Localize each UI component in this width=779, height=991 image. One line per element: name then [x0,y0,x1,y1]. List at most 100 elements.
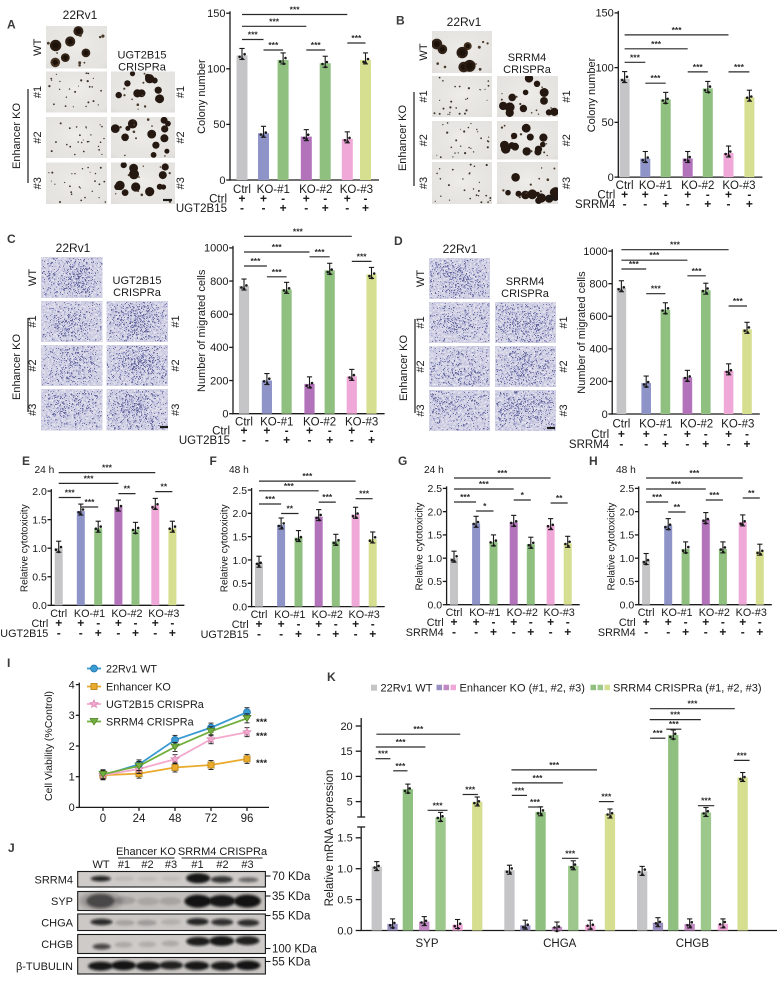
svg-text:+: + [152,616,159,630]
svg-text:0.5: 0.5 [232,578,247,590]
svg-text:B: B [396,14,405,28]
svg-text:UGT2B15: UGT2B15 [201,629,249,641]
svg-text:100: 100 [595,62,613,74]
svg-text:SRRM4: SRRM4 [406,627,444,639]
svg-text:#3: #3 [27,404,39,416]
svg-text:#1: #1 [558,316,570,328]
svg-text:2.0: 2.0 [232,508,247,520]
svg-text:600: 600 [210,309,228,321]
svg-text:+: + [682,625,689,639]
svg-text:1.5: 1.5 [32,514,47,526]
svg-text:+: + [303,192,310,206]
svg-text:***: *** [669,719,680,729]
svg-text:Enhancer KO: Enhancer KO [398,335,410,401]
svg-text:F: F [210,454,217,468]
svg-text:-: - [549,625,553,639]
svg-text:SYP: SYP [51,896,73,908]
svg-text:+: + [263,424,270,438]
svg-text:0.0: 0.0 [427,600,442,612]
svg-text:WT: WT [27,269,39,286]
svg-text:+: + [352,617,359,631]
svg-text:CRISPRa: CRISPRa [118,62,167,74]
svg-text:+: + [510,615,517,629]
svg-text:UGT2B15: UGT2B15 [113,275,162,287]
svg-text:-: - [308,433,312,447]
svg-text:+: + [368,433,375,447]
svg-text:+: + [490,625,497,639]
svg-text:-: - [96,616,100,630]
svg-text:***: *** [322,492,333,502]
svg-text:Enhancer KO: Enhancer KO [11,103,23,169]
svg-text:***: *** [701,796,712,806]
svg-text:***: *** [530,797,541,807]
svg-text:Ctrl: Ctrl [597,190,615,202]
svg-text:2.5: 2.5 [620,483,635,495]
svg-text:+: + [295,627,302,641]
svg-text:Ctrl: Ctrl [212,426,230,438]
svg-text:***: *** [284,481,295,491]
svg-text:400: 400 [589,344,607,356]
svg-text:15: 15 [340,746,352,758]
svg-text:KO-#1: KO-#1 [260,417,293,429]
svg-text:-: - [643,197,647,211]
svg-text:35 KDa: 35 KDa [272,891,311,903]
svg-text:-: - [566,615,570,629]
svg-text:-: - [240,201,244,215]
svg-text:KO-#2: KO-#2 [111,608,142,620]
svg-text:+: + [725,427,732,441]
svg-text:#2: #2 [27,359,39,371]
svg-text:#2: #2 [558,360,570,372]
svg-text:***: *** [250,256,261,266]
svg-text:-: - [721,615,725,629]
svg-text:200: 200 [589,376,607,388]
svg-text:150: 150 [207,8,225,20]
svg-text:1.0: 1.0 [427,553,442,565]
svg-text:+: + [473,615,480,629]
svg-text:+: + [665,615,672,629]
svg-text:-: - [370,424,374,438]
svg-text:SRRM4: SRRM4 [575,199,616,211]
svg-text:**: ** [748,488,755,498]
svg-text:0.0: 0.0 [620,600,635,612]
svg-text:***: *** [689,468,700,478]
svg-text:KO-#1: KO-#1 [257,184,290,196]
svg-text:#2: #2 [170,359,182,371]
svg-text:#1: #1 [415,316,427,328]
svg-text:400: 400 [210,342,228,354]
svg-text:***: *** [533,773,544,783]
svg-text:+: + [55,616,62,630]
svg-text:50: 50 [602,117,614,129]
svg-text:***: *** [649,250,660,260]
svg-text:-: - [116,626,120,640]
svg-text:-: - [666,625,670,639]
svg-text:SRRM4: SRRM4 [598,627,636,639]
svg-text:Relative mRNA expression: Relative mRNA expression [324,770,336,907]
svg-text:-: - [686,197,690,211]
svg-text:-: - [644,437,648,451]
svg-text:UGT2B15: UGT2B15 [179,435,230,447]
svg-text:55 KDa: 55 KDa [272,957,311,969]
svg-text:KO-#3: KO-#3 [544,607,575,619]
svg-text:***: *** [497,468,508,478]
svg-text:#3: #3 [170,404,182,416]
svg-text:#3: #3 [241,859,253,871]
svg-text:***: *** [268,40,279,50]
svg-text:-: - [304,201,308,215]
svg-text:+: + [169,626,176,640]
svg-text:#2: #2 [418,134,430,146]
svg-text:22Rv1 WT: 22Rv1 WT [106,663,157,675]
svg-text:-: - [279,627,283,641]
svg-text:KO-#2: KO-#2 [507,607,538,619]
svg-text:Number of migrated cells: Number of migrated cells [576,271,588,394]
svg-text:KO-#3: KO-#3 [722,180,755,192]
svg-text:UGT2B15 CRISPRa: UGT2B15 CRISPRa [106,699,204,711]
svg-text:#1: #1 [32,86,44,98]
svg-text:***: *** [734,62,745,72]
svg-text:KO-#2: KO-#2 [312,609,343,621]
svg-text:-: - [727,437,731,451]
svg-text:+: + [260,192,267,206]
svg-text:WT: WT [32,38,44,55]
svg-text:KO-#3: KO-#3 [349,609,380,621]
svg-text:70 KDa: 70 KDa [272,871,311,883]
svg-text:Number of migrated cells: Number of migrated cells [196,269,208,392]
